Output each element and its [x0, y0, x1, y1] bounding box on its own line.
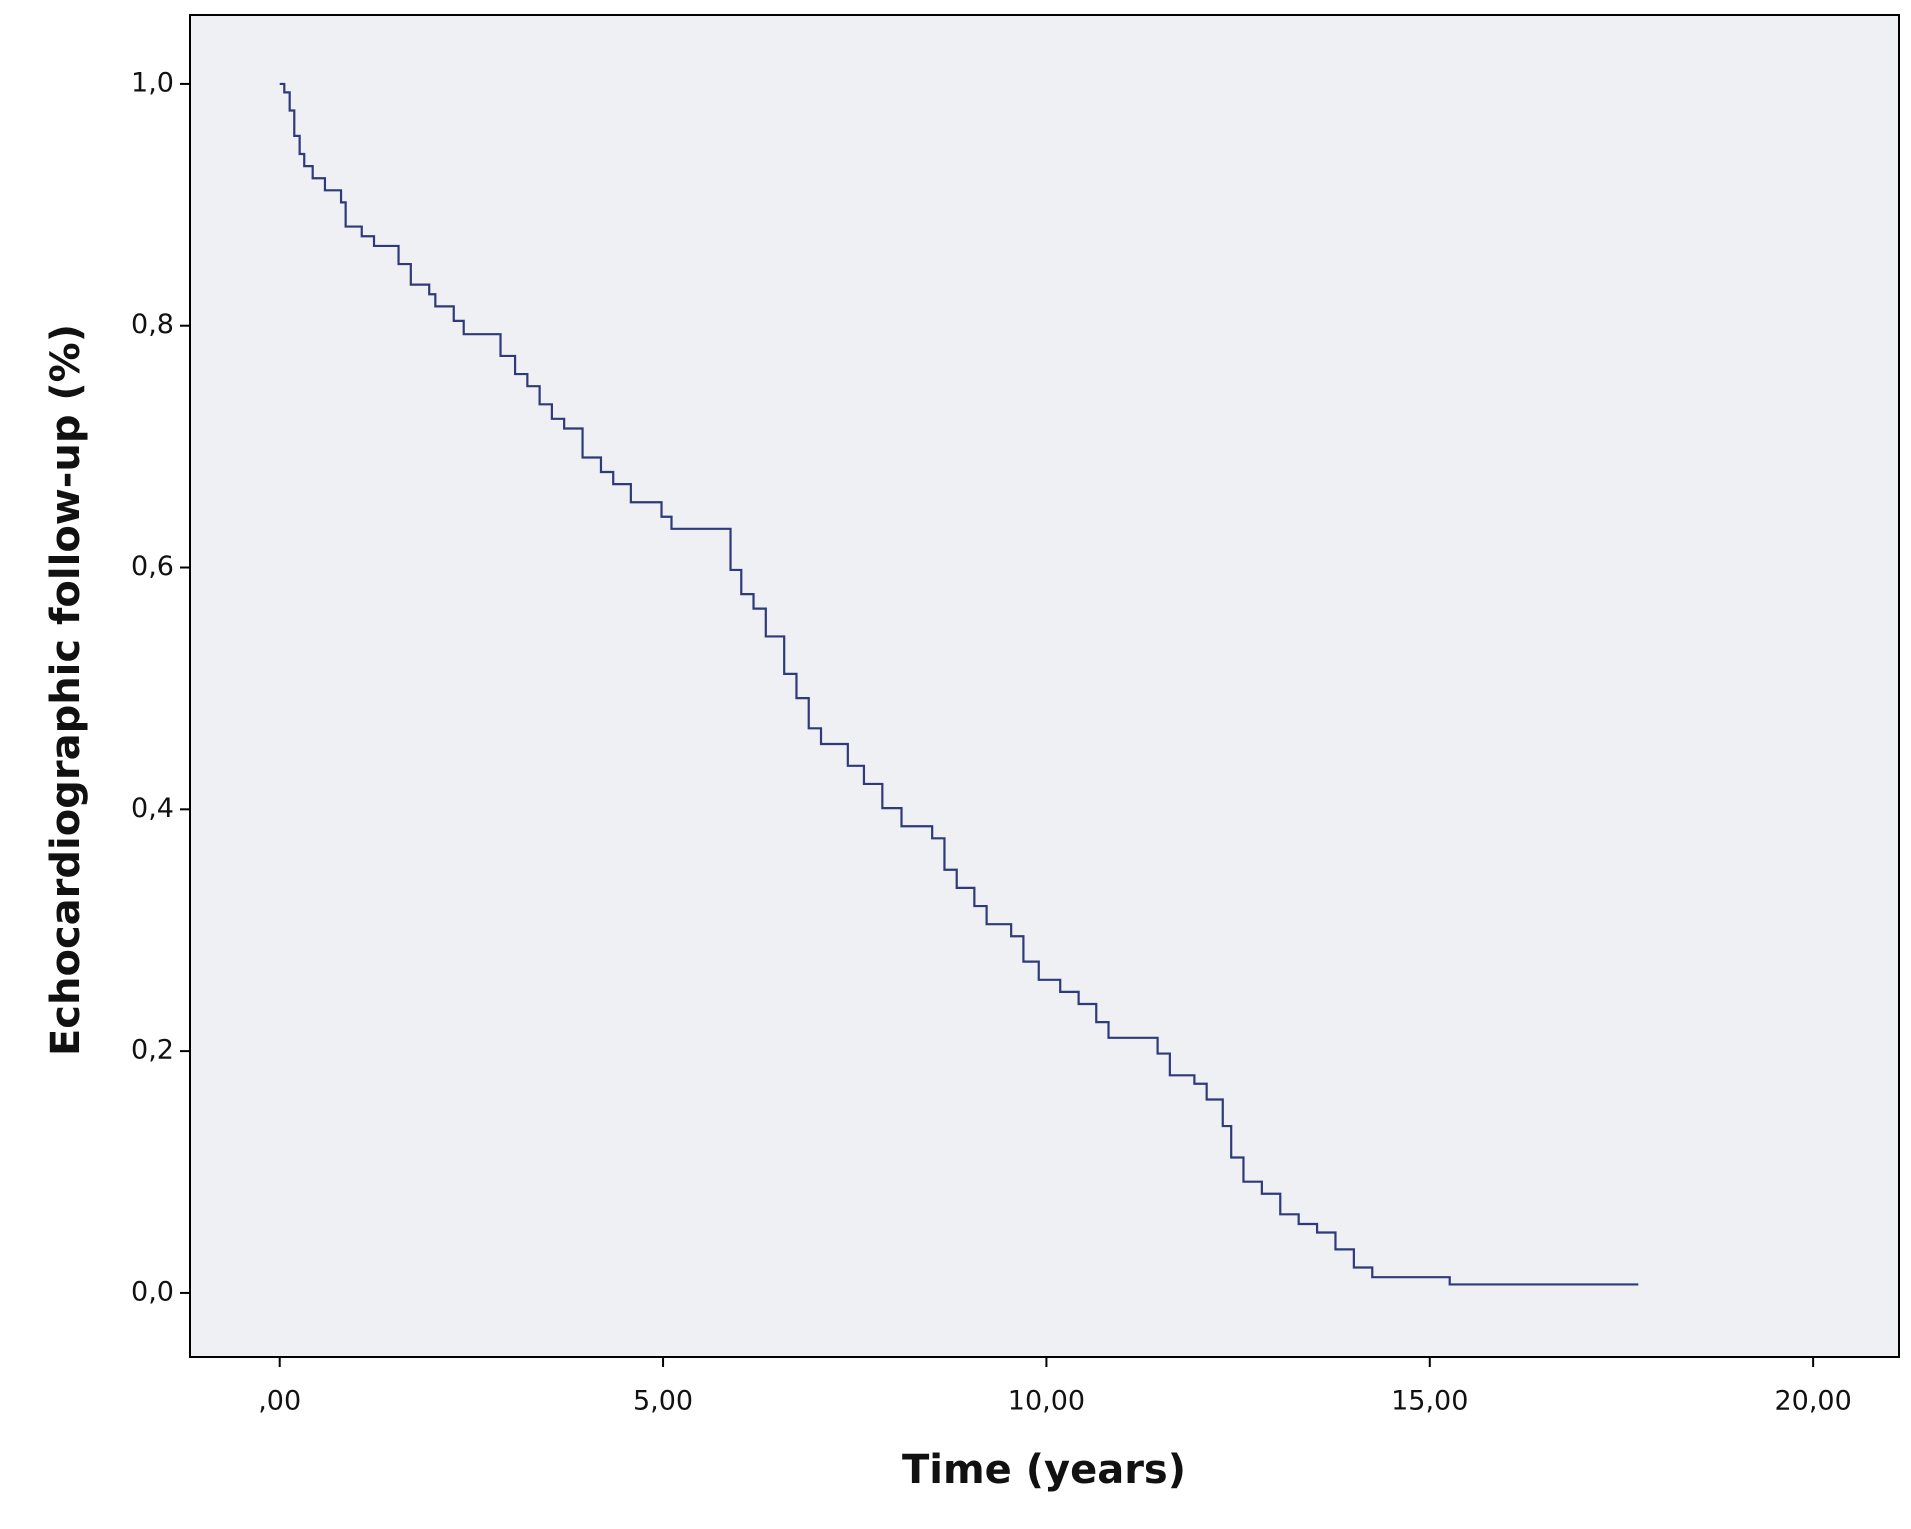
- x-tick-label: 5,00: [633, 1386, 693, 1417]
- plot-area: [189, 14, 1900, 1358]
- y-tick-label: 0,4: [131, 793, 174, 824]
- x-tick-label: 20,00: [1774, 1386, 1851, 1417]
- y-tick-label: 0,0: [131, 1276, 174, 1307]
- y-tick-label: 0,8: [131, 309, 174, 340]
- x-tick-label: 10,00: [1008, 1386, 1085, 1417]
- y-tick-label: 0,6: [131, 551, 174, 582]
- x-tick-label: 15,00: [1391, 1386, 1468, 1417]
- y-tick-label: 1,0: [131, 67, 174, 98]
- y-tick-label: 0,2: [131, 1035, 174, 1066]
- survival-curve: [279, 82, 1639, 1286]
- y-axis-title: Echocardiographic follow-up (%): [43, 324, 89, 1056]
- x-tick-label: ,00: [258, 1386, 301, 1417]
- x-axis-title: Time (years): [902, 1447, 1186, 1493]
